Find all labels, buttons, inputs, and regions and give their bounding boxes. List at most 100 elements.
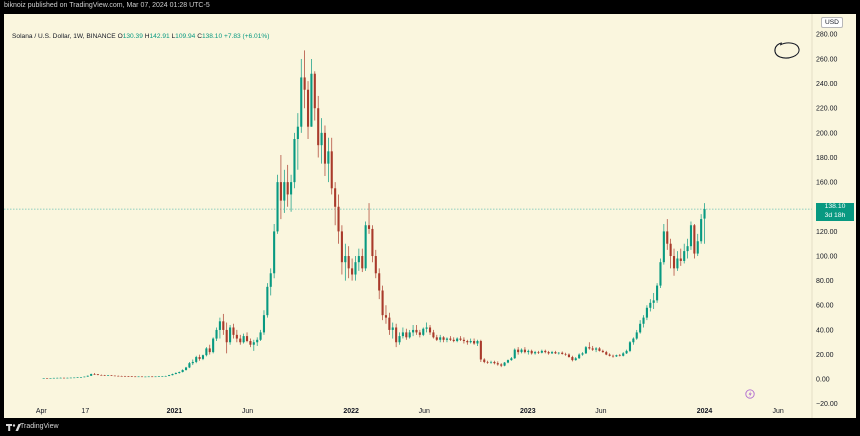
- candle: [608, 353, 611, 357]
- candlestick-chart[interactable]: −20.00 0.00 20.00 40.00 60.00 80.00 100.00 120.…: [4, 14, 856, 418]
- candle: [615, 354, 618, 358]
- candle: [161, 376, 164, 377]
- candle-body: [215, 329, 218, 339]
- candle-body: [157, 376, 160, 377]
- candle-body: [79, 377, 83, 378]
- candle-body: [367, 225, 371, 229]
- candle-body: [703, 209, 706, 219]
- candle: [639, 320, 642, 334]
- candle-body: [113, 375, 116, 377]
- symbol-legend[interactable]: Solana / U.S. Dollar, 1W, BINANCE O130.3…: [12, 33, 269, 40]
- candle-body: [134, 376, 137, 378]
- candle-body: [520, 349, 523, 353]
- candle: [456, 337, 459, 343]
- candle-body: [503, 362, 506, 366]
- candle-body: [374, 256, 377, 274]
- y-tick-label: 180.00: [816, 155, 838, 162]
- candle-body: [622, 353, 625, 356]
- candle-body: [103, 375, 106, 376]
- candle: [140, 376, 144, 378]
- currency-selector[interactable]: USD: [821, 17, 843, 28]
- candle-body: [252, 342, 255, 345]
- candle-body: [449, 338, 452, 340]
- candle-body: [398, 336, 401, 343]
- candle: [506, 359, 510, 364]
- candle: [239, 334, 242, 345]
- candle-body: [140, 376, 144, 378]
- candle: [696, 233, 699, 257]
- candle-body: [306, 89, 310, 127]
- candle-body: [229, 327, 232, 343]
- candle: [371, 225, 374, 263]
- x-tick-label: 2023: [520, 408, 536, 415]
- price-axis[interactable]: −20.00 0.00 20.00 40.00 60.00 80.00 100.00 120.…: [816, 32, 838, 409]
- candle-body: [700, 219, 703, 242]
- candle-body: [49, 378, 52, 379]
- candle: [242, 333, 245, 344]
- chart-area[interactable]: −20.00 0.00 20.00 40.00 60.00 80.00 100.00 120.…: [4, 14, 856, 418]
- candle: [547, 350, 550, 355]
- lightning-icon[interactable]: [745, 389, 755, 399]
- candle: [245, 332, 249, 343]
- candle: [635, 329, 638, 340]
- candle: [164, 375, 167, 377]
- candle: [205, 347, 208, 357]
- candle-body: [259, 332, 262, 340]
- candle-body: [652, 300, 655, 303]
- candle-body: [52, 377, 55, 379]
- candle: [425, 322, 428, 333]
- candle: [452, 337, 455, 343]
- candle: [381, 285, 384, 321]
- x-tick-label: 2021: [167, 408, 183, 415]
- candle: [235, 329, 238, 343]
- candle-body: [120, 376, 123, 377]
- candle: [378, 268, 381, 300]
- time-axis[interactable]: Apr 17 2021 Jun 2022 Jun 2023 Jun 2024 Jun: [36, 408, 784, 415]
- candle-body: [611, 355, 615, 357]
- candle-body: [686, 246, 689, 252]
- candle: [52, 377, 55, 379]
- low-label: L: [171, 33, 176, 40]
- candle-body: [418, 332, 421, 335]
- candle-body: [666, 231, 669, 244]
- candle-body: [656, 285, 659, 301]
- candle-body: [391, 327, 394, 330]
- candle: [656, 283, 659, 303]
- candle-body: [601, 350, 604, 353]
- candle-body: [83, 376, 86, 378]
- candle-body: [198, 357, 201, 359]
- candle-body: [442, 337, 445, 340]
- candle: [364, 221, 367, 271]
- candle: [703, 203, 706, 244]
- candle-body: [591, 348, 594, 350]
- candle: [476, 339, 479, 346]
- candle: [473, 338, 476, 345]
- candle-body: [395, 327, 398, 343]
- candle: [229, 325, 232, 345]
- candle: [222, 313, 225, 335]
- candle: [537, 350, 540, 354]
- candle: [303, 50, 306, 109]
- candle-body: [649, 302, 652, 308]
- candle: [645, 305, 648, 321]
- candle-body: [557, 352, 560, 354]
- tradingview-brand[interactable]: TradingView: [20, 423, 59, 430]
- candle: [249, 338, 252, 348]
- candle: [496, 361, 499, 366]
- candle: [683, 243, 686, 264]
- candle: [266, 283, 269, 318]
- candle: [598, 347, 601, 352]
- candle-body: [127, 376, 130, 377]
- candle: [564, 352, 567, 356]
- candle: [79, 376, 83, 378]
- candle: [527, 349, 530, 355]
- candle: [334, 182, 337, 226]
- candle: [191, 359, 194, 366]
- candle-body: [283, 182, 286, 201]
- candle-body: [628, 342, 632, 351]
- candle: [557, 352, 560, 355]
- x-tick-label: 2022: [343, 408, 359, 415]
- candle-body: [625, 350, 628, 354]
- candle: [62, 377, 66, 379]
- candle: [273, 224, 276, 279]
